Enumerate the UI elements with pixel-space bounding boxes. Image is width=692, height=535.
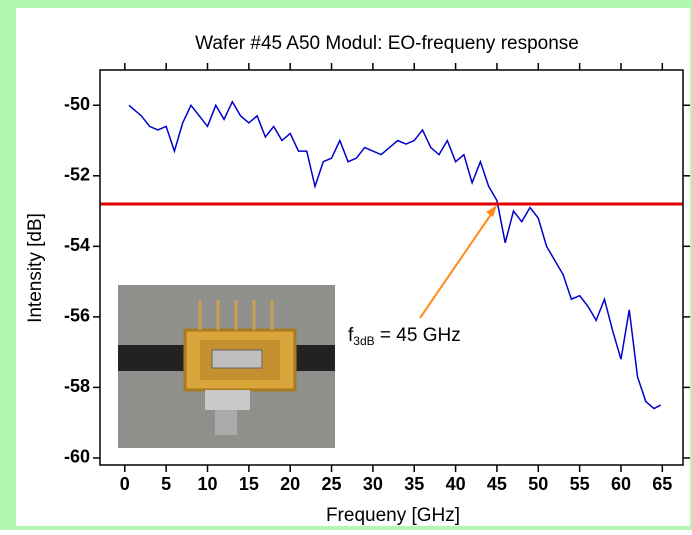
x-tick-label: 25: [322, 474, 342, 494]
x-tick-label: 40: [446, 474, 466, 494]
x-tick-label: 30: [363, 474, 383, 494]
y-axis-label: Intensity [dB]: [25, 213, 46, 323]
x-tick-label: 55: [570, 474, 590, 494]
y-tick-label: -56: [64, 306, 90, 326]
inset-photo: [118, 285, 335, 448]
data-line: [128, 100, 662, 410]
chart-title: Wafer #45 A50 Modul: EO-frequeny respons…: [195, 33, 579, 54]
x-tick-label: 65: [652, 474, 672, 494]
annotation-text: f: [348, 325, 354, 346]
y-tick-label: -58: [64, 376, 90, 396]
x-tick-label: 10: [197, 474, 217, 494]
x-axis-label: Frequeny [GHz]: [326, 505, 460, 526]
y-tick-label: -50: [64, 94, 90, 114]
x-tick-label: 0: [120, 474, 130, 494]
annotation-text: = 45 GHz: [375, 325, 461, 346]
plot-frame: [99, 69, 684, 466]
x-tick-label: 35: [404, 474, 424, 494]
x-tick-label: 5: [161, 474, 171, 494]
panel: [16, 8, 690, 526]
y-tick-label: -52: [64, 165, 90, 185]
x-tick-label: 60: [611, 474, 631, 494]
x-tick-label: 20: [280, 474, 300, 494]
y-tick-label: -60: [64, 447, 90, 467]
y-tick-label: -54: [64, 235, 90, 255]
annotation-arrow: [419, 209, 495, 319]
x-tick-label: 50: [528, 474, 548, 494]
x-tick-label: 15: [239, 474, 259, 494]
annotation-subscript: 3dB: [353, 334, 374, 348]
annotation: f3dB = 45 GHz: [348, 325, 461, 348]
arrow-head: [486, 205, 497, 217]
x-tick-label: 45: [487, 474, 507, 494]
